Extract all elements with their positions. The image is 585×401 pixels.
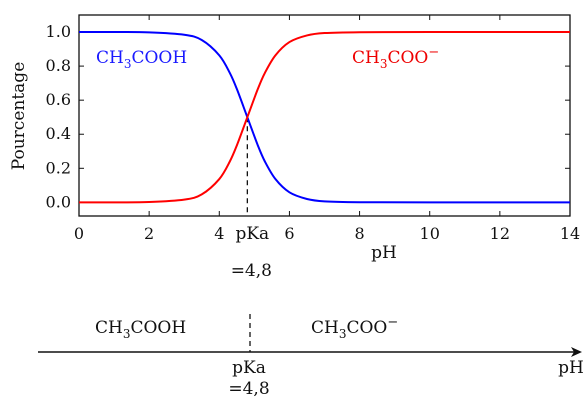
x-tick-label: 8 [354,224,364,243]
y-axis-label: Pourcentage [9,62,29,171]
x-axis-label: pH [371,243,397,263]
x-tick-label: 12 [490,224,510,243]
y-tick-label: 0.8 [46,56,71,75]
y-tick-label: 1.0 [46,22,71,41]
series-label-ch3cooh: CH3COOH [96,48,187,71]
x-tick-label: 6 [284,224,294,243]
bottom-pka-label-line1: pKa [232,358,266,378]
x-tick-label: 0 [74,224,84,243]
series-label-ch3coo: CH3COO− [352,45,439,71]
pka-label-line2: =4,8 [231,261,272,281]
acid-domain-label: CH3COOH [95,318,186,341]
series-line-ch3cooh [78,31,571,204]
tick-group [78,15,571,216]
y-tick-label: 0.4 [46,124,71,143]
tick-label-group: 0 2 4 6 8 10 12 14 0.0 0.2 0.4 0.6 0.8 1.0 [46,22,581,243]
bottom-axis-label: pH [558,358,584,378]
x-tick-label: 14 [560,224,580,243]
y-tick-label: 0.2 [46,158,71,177]
pka-label-line1: pKa [235,224,269,244]
series-line-ch3coo [78,31,571,204]
ph-axis-arrow-icon [571,347,582,357]
base-domain-label: CH3COO− [311,315,398,341]
x-tick-label: 4 [214,224,224,243]
y-tick-label: 0.0 [46,192,71,211]
plot-frame [78,14,571,217]
bottom-pka-label-line2: =4,8 [228,379,269,399]
y-tick-label: 0.6 [46,90,71,109]
x-tick-label: 2 [144,224,154,243]
x-tick-label: 10 [420,224,440,243]
